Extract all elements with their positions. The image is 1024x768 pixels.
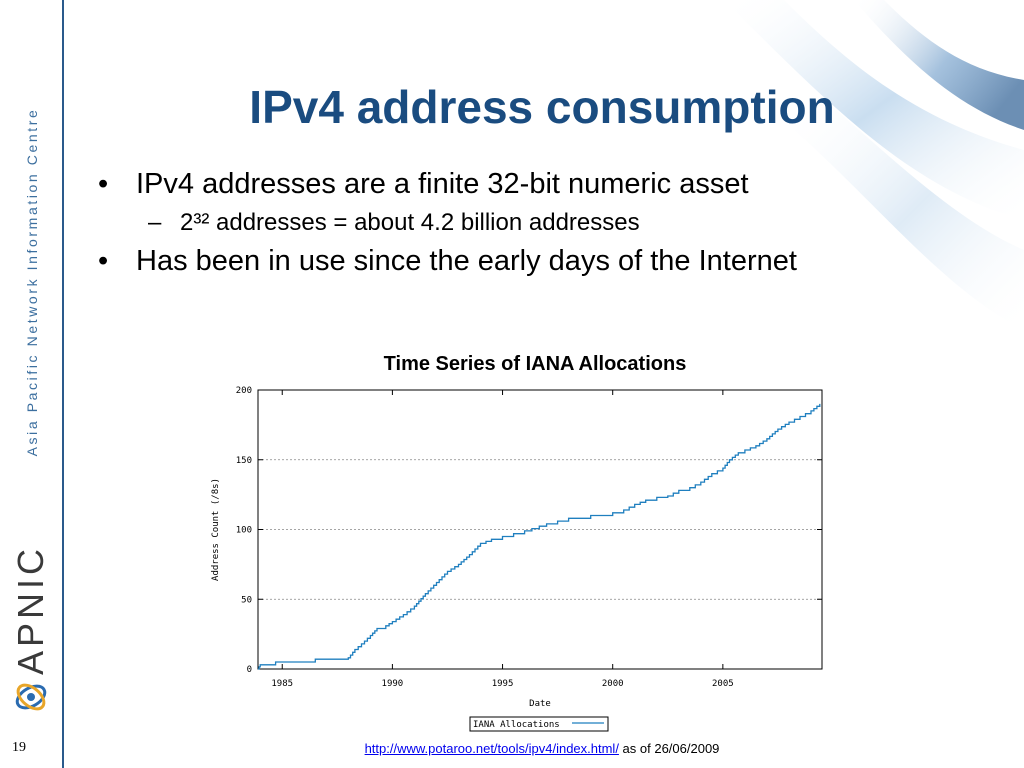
- y-tick-label: 0: [247, 665, 252, 675]
- x-tick-label: 2000: [602, 679, 624, 689]
- source-link[interactable]: http://www.potaroo.net/tools/ipv4/index.…: [364, 741, 619, 756]
- y-tick-label: 100: [236, 526, 252, 536]
- legend-label: IANA Allocations: [473, 720, 560, 730]
- y-axis-label: Address Count (/8s): [211, 478, 221, 581]
- axis-ticks: 0 50 100 150 200 1985 1990 1995 2000 2005: [236, 386, 822, 689]
- sub-bullet-item: –2³² addresses = about 4.2 billion addre…: [148, 209, 640, 236]
- bullet-item: IPv4 addresses are a finite 32-bit numer…: [96, 168, 797, 201]
- slide-title: IPv4 address consumption: [249, 81, 835, 133]
- legend: IANA Allocations: [469, 716, 609, 732]
- organization-name: Asia Pacific Network Information Centre: [24, 107, 40, 457]
- series-line: [258, 403, 821, 670]
- allocation-chart: 0 50 100 150 200 1985 1990 1995 2000 2005 Address…: [211, 386, 823, 732]
- chart-title: Time Series of IANA Allocations: [383, 353, 687, 375]
- bullet-list: IPv4 addresses are a finite 32-bit numer…: [96, 168, 797, 278]
- y-tick-label: 50: [241, 595, 252, 605]
- x-axis-label: Date: [529, 699, 551, 709]
- x-tick-label: 2005: [712, 679, 734, 689]
- x-tick-label: 1985: [271, 679, 293, 689]
- sub-bullet-text: 2³² addresses = about 4.2 billion addres…: [180, 209, 640, 236]
- grid-lines: [258, 459, 822, 600]
- legend-box: [469, 716, 609, 732]
- footer: http://www.potaroo.net/tools/ipv4/index.…: [0, 741, 1024, 756]
- x-tick-label: 1990: [382, 679, 404, 689]
- page-number: 19: [12, 740, 26, 755]
- source-date: as of 26/06/2009: [618, 741, 720, 756]
- apnic-logo-text: APNIC: [10, 544, 51, 676]
- apnic-logo-icon: [15, 683, 47, 711]
- x-tick-label: 1995: [492, 679, 514, 689]
- bullet-item: Has been in use since the early days of …: [96, 245, 797, 278]
- sidebar: Asia Pacific Network Information Centre …: [0, 0, 64, 768]
- y-tick-label: 150: [236, 456, 252, 466]
- y-tick-label: 200: [236, 386, 252, 396]
